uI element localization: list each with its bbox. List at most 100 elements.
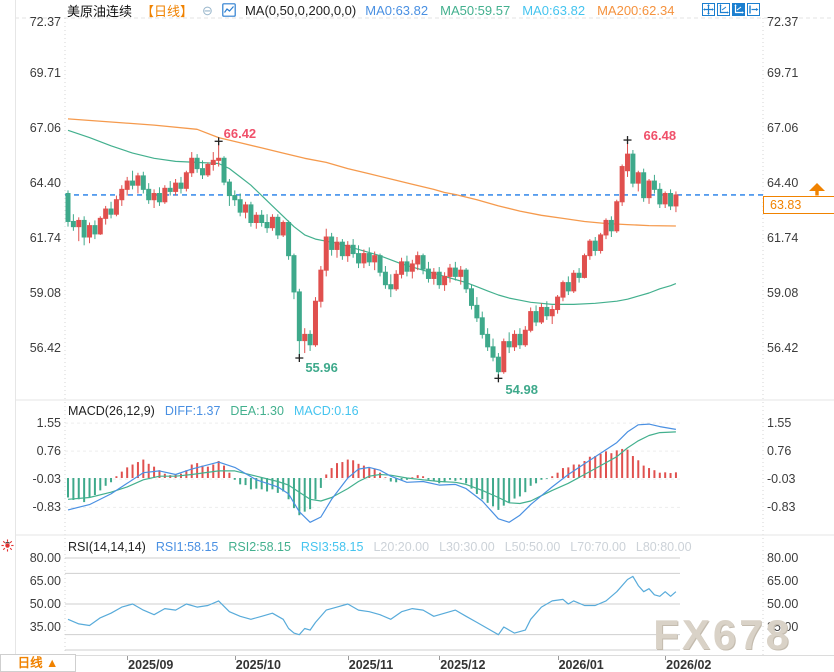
candle (565, 282, 571, 292)
month-label: 2025/12 (440, 658, 486, 672)
month-label: 2025/11 (348, 658, 394, 672)
candle (404, 261, 410, 272)
candle (329, 236, 335, 250)
candle (65, 192, 71, 222)
rsi1-value: RSI1:58.15 (155, 540, 219, 554)
macd-axis-label-right: 1.55 (767, 416, 792, 431)
candle (366, 253, 372, 263)
candle (630, 153, 636, 184)
price-axis-label-right: 59.08 (767, 286, 799, 301)
high-price-label: 66.48 (643, 128, 677, 144)
candle (286, 222, 292, 257)
month-tick (127, 656, 129, 660)
price-axis-label-left: 69.71 (29, 66, 61, 81)
candle (156, 192, 162, 203)
time-axis[interactable]: 2025/09 2025/10 2025/11 2025/12 2026/01 2026/… (15, 655, 834, 672)
rsi-level-label: L70:70.00 (570, 540, 626, 554)
ma-settings[interactable]: MA(0,50,0,200,0,0) (244, 2, 357, 18)
ma-value-label: MA50:59.57 (440, 2, 511, 18)
symbol-title: 美原油连续 (67, 3, 133, 19)
exit-chart-icon[interactable] (747, 3, 760, 16)
rsi-axis-label-left: 35.00 (29, 620, 61, 634)
rsi-axis-label-right: 50.00 (767, 597, 799, 611)
chart-toolbar (702, 3, 760, 16)
price-axis-label-right: 69.71 (767, 66, 799, 81)
candle (81, 219, 87, 238)
rsi-level-label: L20:20.00 (373, 540, 430, 554)
candle (146, 188, 152, 201)
price-axis-label-left: 56.42 (29, 341, 61, 356)
price-up-arrow-icon (809, 183, 825, 196)
month-label: 2026/02 (666, 658, 712, 672)
rsi-axis-label-left: 65.00 (29, 574, 61, 588)
axes-expand-icon[interactable] (717, 3, 730, 16)
candle (291, 255, 297, 293)
ma-value-label: MA0:63.82 (365, 2, 429, 18)
candle (463, 269, 469, 290)
candle (350, 244, 356, 255)
candle (307, 333, 313, 346)
candle (485, 333, 491, 348)
candle (70, 220, 76, 228)
macd-dea-value: DEA:1.30 (230, 404, 284, 418)
candle (608, 219, 614, 232)
macd-axis-label-right: -0.83 (767, 500, 796, 515)
rsi-level-label: L50:50.00 (504, 540, 561, 554)
candle (592, 240, 598, 251)
price-axis-label-right: 64.40 (767, 176, 799, 191)
move-icon[interactable] (702, 3, 715, 16)
macd-name: MACD(26,12,9) (68, 404, 155, 418)
left-rail (0, 0, 16, 671)
month-label: 2025/10 (235, 658, 281, 672)
candle (495, 356, 501, 373)
rsi-axis-label-left: 50.00 (29, 597, 61, 611)
rsi2-value: RSI2:58.15 (228, 540, 291, 554)
candle (275, 216, 281, 236)
chart-header: 美原油连续 【日线】 ⊖ MA(0,50,0,200,0,0) MA0:63.8… (15, 0, 834, 20)
candle (178, 182, 184, 189)
high-price-label: 66.42 (223, 126, 257, 142)
candle (232, 195, 238, 201)
candle (108, 208, 114, 215)
circle-minus-icon[interactable]: ⊖ (202, 2, 213, 18)
low-price-label: 54.98 (505, 382, 538, 398)
month-label: 2025/09 (128, 658, 174, 672)
price-axis-label-left: 59.08 (29, 286, 61, 301)
candle (533, 311, 539, 323)
price-axis-label-right: 61.74 (767, 231, 799, 246)
candle (377, 255, 383, 273)
price-axis-label-right: 72.37 (767, 15, 799, 29)
month-tick (557, 656, 559, 660)
candle (490, 346, 496, 358)
candle (259, 214, 265, 224)
low-price-label: 55.96 (305, 360, 338, 375)
price-axis-label-left: 61.74 (29, 231, 61, 246)
macd-axis-label-right: -0.03 (767, 472, 796, 487)
alert-sun-icon[interactable] (1, 539, 14, 552)
candle (657, 188, 663, 205)
period-tab[interactable]: 日线 ▲ (0, 654, 76, 672)
price-axis-label-right: 56.42 (767, 341, 799, 356)
candle (576, 272, 582, 278)
ma-values: MA0:63.82 MA50:59.57 MA0:63.82 MA200:62.34 (365, 3, 686, 18)
rsi3-value: RSI3:58.15 (300, 540, 364, 554)
rsi-axis-label-right: 65.00 (767, 574, 799, 588)
price-axis-label-left: 64.40 (29, 176, 61, 191)
candle (436, 271, 442, 286)
rsi-axis-label-left: 80.00 (29, 551, 61, 565)
rsi-level-label: L30:30.00 (439, 540, 495, 554)
candle (382, 271, 388, 286)
last-price-box: 63.83 (763, 195, 834, 214)
month-tick (439, 656, 441, 660)
axes-scale-icon[interactable] (732, 3, 745, 16)
mini-chart-icon[interactable] (222, 3, 236, 17)
month-tick (665, 656, 667, 660)
rsi-axis-label-right: 80.00 (767, 551, 799, 565)
ma-value-label: MA0:63.82 (522, 2, 586, 18)
macd-header: MACD(26,12,9) DIFF:1.37 DEA:1.30 MACD:0.… (68, 404, 359, 418)
macd-axis-label-left: 0.76 (36, 444, 61, 459)
macd-macd-value: MACD:0.16 (293, 404, 359, 418)
price-axis-label-right: 67.06 (767, 121, 799, 136)
candle (479, 317, 485, 335)
candle (641, 172, 647, 199)
